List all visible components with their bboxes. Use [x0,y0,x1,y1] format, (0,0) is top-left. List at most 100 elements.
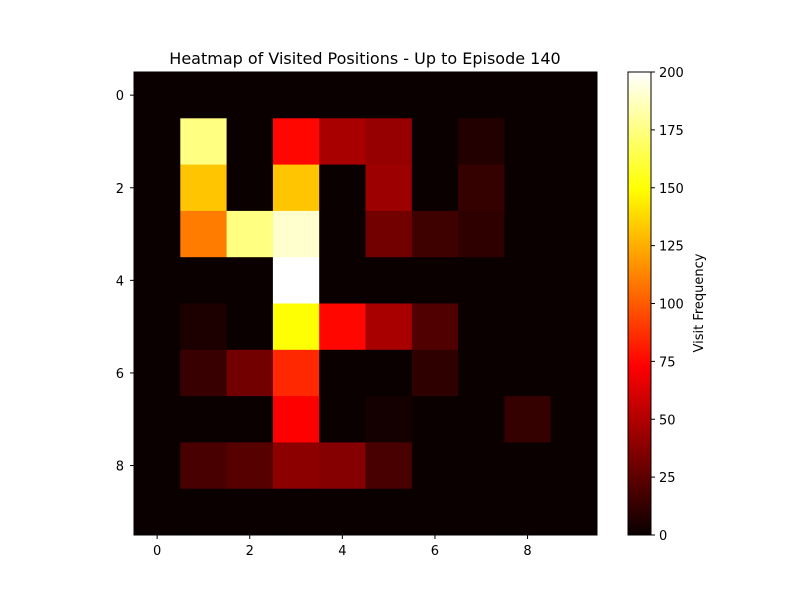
heatmap-cell [458,72,505,119]
heatmap-cell [319,396,366,443]
heatmap-cell [550,118,598,165]
heatmap-cell [272,210,320,258]
x-tick-label: 6 [431,544,439,559]
heatmap-cell [180,257,227,304]
heatmap-cell [411,396,459,443]
heatmap-cell [319,488,366,536]
colorbar-tick-label: 200 [659,66,684,81]
heatmap-cell [504,396,552,443]
heatmap-cell [411,349,459,397]
heatmap-cell [550,349,598,397]
heatmap-cell [411,118,459,165]
heatmap-cell [272,72,320,119]
heatmap-cell [365,488,413,536]
heatmap-cell [272,349,320,397]
heatmap-cell [272,488,320,536]
heatmap-cell [550,396,598,443]
heatmap-cell [226,72,274,119]
heatmap-cell [550,164,598,212]
heatmap-cell [458,118,505,165]
colorbar-tick-label: 175 [659,124,684,139]
heatmap-cell [411,257,459,304]
heatmap-cell [180,442,227,490]
colorbar-ticks: 0 25 50 75 100 125 150 175 200 [651,66,684,544]
x-tick-label: 2 [246,544,254,559]
heatmap-cell [411,72,459,119]
heatmap-cell [550,488,598,536]
colorbar-tick-label: 100 [659,298,684,313]
heatmap-cell [134,210,181,258]
heatmap-cell [319,257,366,304]
heatmap-cell [365,396,413,443]
heatmap-cell [134,164,181,212]
y-tick-label: 8 [116,460,124,475]
colorbar-tick-label: 125 [659,240,684,255]
y-axis: 0 2 4 6 8 [116,89,134,475]
heatmap-cell [550,257,598,304]
heatmap-cell [411,303,459,351]
colorbar: 0 25 50 75 100 125 150 175 200 Visit Frequency [627,66,707,544]
heatmap-cell [504,72,552,119]
heatmap-cell [180,118,227,165]
heatmap-cell [226,303,274,351]
heatmap-cell [504,164,552,212]
heatmap-cell [365,118,413,165]
heatmap-cell [272,303,320,351]
heatmap-cell [180,164,227,212]
heatmap-cell [272,442,320,490]
chart-title: Heatmap of Visited Positions - Up to Epi… [169,49,560,68]
heatmap-cell [365,210,413,258]
colorbar-tick-label: 75 [659,355,676,370]
x-tick-label: 0 [153,544,161,559]
heatmap-cell [365,442,413,490]
heatmap-cell [134,488,181,536]
heatmap-cell [458,396,505,443]
heatmap-cell [550,442,598,490]
heatmap-cell [134,349,181,397]
heatmap-cell [458,488,505,536]
y-tick-label: 2 [116,182,124,197]
heatmap-cell [458,164,505,212]
heatmap-cell [272,257,320,304]
heatmap-cell [319,164,366,212]
heatmap-cell [365,257,413,304]
heatmap-cell [180,488,227,536]
colorbar-tick-label: 0 [659,529,667,544]
colorbar-gradient [627,71,652,536]
heatmap-cell [504,442,552,490]
heatmap-cell [226,396,274,443]
heatmap-cell [365,72,413,119]
heatmap-cell [504,303,552,351]
y-tick-label: 0 [116,89,124,104]
heatmap-cell [550,210,598,258]
heatmap-cell [226,257,274,304]
heatmap-cell [319,303,366,351]
heatmap-cell [180,349,227,397]
heatmap-cell [180,303,227,351]
heatmap-cell [226,349,274,397]
heatmap-cell [550,303,598,351]
heatmap-cell [319,72,366,119]
colorbar-tick-label: 150 [659,182,684,197]
x-axis: 0 2 4 6 8 [153,535,532,559]
heatmap-cell [180,210,227,258]
heatmap-cell [458,442,505,490]
heatmap-frame [133,71,598,536]
x-tick-label: 4 [338,544,346,559]
colorbar-tick-label: 50 [659,413,676,428]
heatmap-cell [180,396,227,443]
heatmap-cell [134,303,181,351]
heatmap-cell [226,442,274,490]
heatmap-cell [319,349,366,397]
heatmap-cell [458,349,505,397]
heatmap-cell [134,442,181,490]
heatmap-cell [411,488,459,536]
heatmap-cell [180,72,227,119]
heatmap-cell [458,257,505,304]
heatmap-cell [134,72,181,119]
heatmap-cell [226,210,274,258]
heatmap-cell [226,118,274,165]
heatmap-cell [411,442,459,490]
heatmap-cell [504,349,552,397]
heatmap-cell [365,164,413,212]
